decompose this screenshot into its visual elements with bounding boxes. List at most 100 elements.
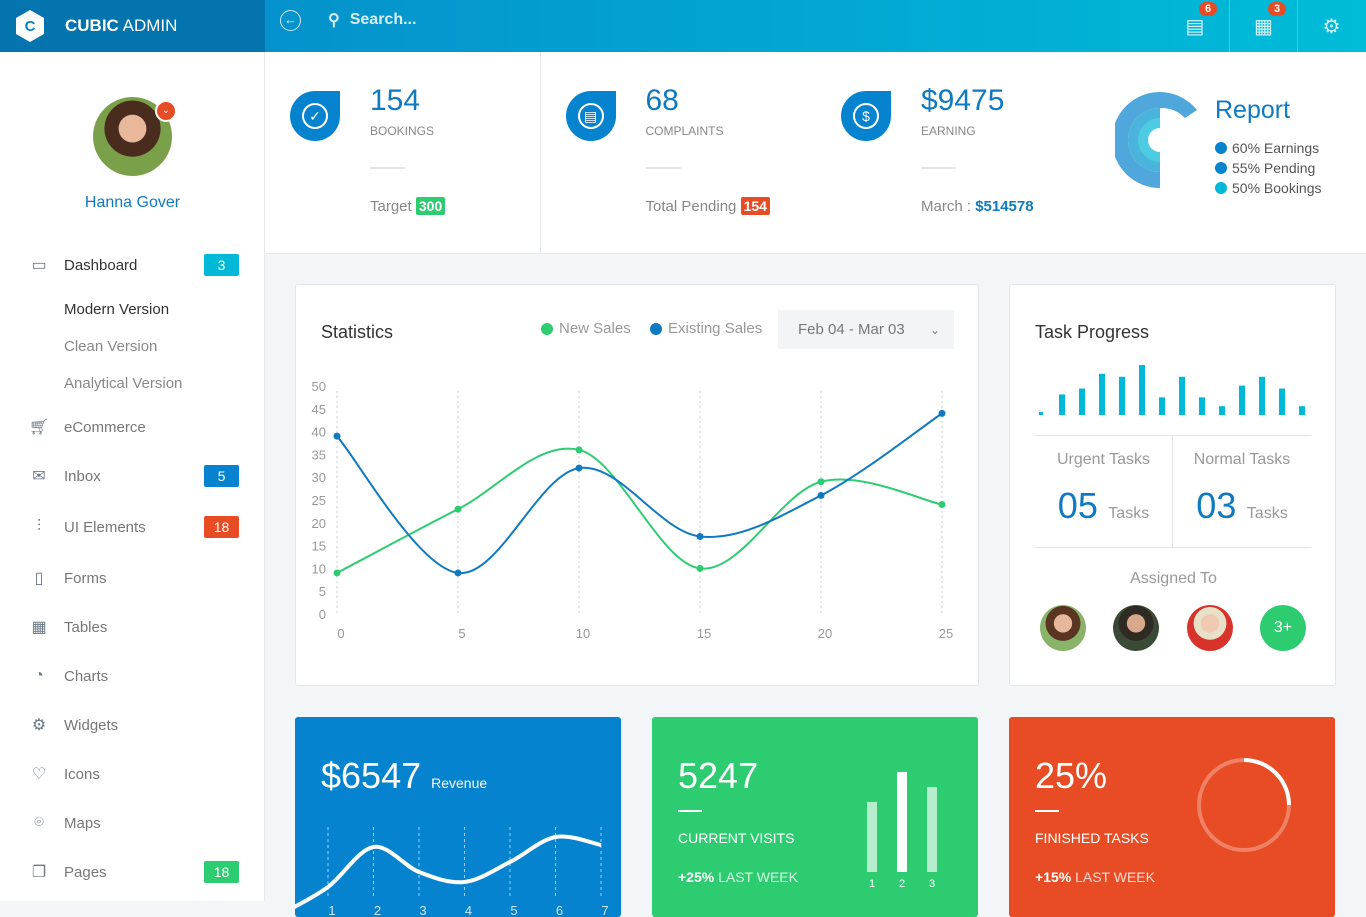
sidebar-item-label: Icons	[64, 765, 100, 783]
data-point[interactable]	[696, 532, 704, 540]
assignee-avatar[interactable]	[1113, 605, 1159, 651]
visits-value: 5247	[678, 755, 759, 796]
revenue-tile: $6547 Revenue 1 2 3 4 5 6 7	[295, 717, 621, 917]
data-point[interactable]	[333, 569, 341, 577]
y-tick-label: 15	[312, 539, 326, 554]
search-box[interactable]: ⚲ Search...	[328, 10, 416, 30]
task-bar	[1219, 406, 1225, 415]
top-bar: C CUBIC ADMIN ← ⚲ Search... ▤ 6 ▦ 3 ⚙	[0, 0, 1366, 52]
sidebar-item-forms[interactable]: ▯ Forms	[28, 563, 243, 593]
sidebar-subitem[interactable]: Analytical Version	[64, 375, 183, 392]
stat-label: BOOKINGS	[370, 124, 435, 138]
data-point[interactable]	[696, 564, 704, 572]
data-point[interactable]	[575, 446, 583, 454]
assignee-avatar[interactable]	[1040, 605, 1086, 651]
legend-label: New Sales	[559, 320, 631, 337]
normal-tasks-label: Normal Tasks	[1193, 451, 1291, 468]
legend-existing-sales[interactable]: Existing Sales	[650, 320, 762, 337]
search-input[interactable]: Search...	[349, 11, 417, 28]
sidebar: ⌄ Hanna Gover ▭ Dashboard 3 🛒︎ eCommerce ✉ Inb…	[0, 52, 265, 901]
x-tick-label: 10	[576, 626, 590, 641]
visits-caption: CURRENT VISITS	[678, 830, 795, 846]
stat-footer: March : $514578	[921, 198, 1034, 215]
data-point[interactable]	[938, 409, 946, 417]
sidebar-item-ui-elements[interactable]: ⫶ UI Elements 18	[28, 512, 243, 542]
chat-icon: ▤	[1185, 15, 1205, 38]
sidebar-item-label: Pages	[64, 863, 107, 881]
sidebar-item-dashboard[interactable]: ▭ Dashboard 3	[28, 250, 243, 280]
stat-label: COMPLAINTS	[645, 124, 724, 138]
stat-value: 154	[370, 84, 421, 117]
task-bar	[1239, 385, 1245, 415]
revenue-line	[295, 834, 602, 909]
monitor-icon: ▭	[31, 257, 47, 274]
bar-label: 2	[899, 878, 905, 890]
legend-dot	[650, 322, 662, 335]
sidebar-item-maps[interactable]: ⌾ Maps	[28, 808, 243, 838]
normal-tasks-count: 03 Tasks	[1196, 485, 1288, 526]
legend-dot	[1215, 182, 1227, 194]
user-name[interactable]: Hanna Gover	[84, 194, 181, 211]
y-tick-label: 10	[312, 561, 326, 576]
legend-new-sales[interactable]: New Sales	[541, 320, 631, 337]
chevron-down-icon[interactable]: ⌄	[155, 100, 177, 122]
form-icon: ▯	[34, 570, 44, 587]
y-tick-label: 40	[312, 425, 326, 440]
finished-tasks-donut	[1197, 758, 1291, 852]
messages-button[interactable]: ▤ 6	[1161, 0, 1229, 52]
task-bar	[1259, 376, 1265, 415]
legend-dot	[1215, 162, 1227, 174]
stat-card-earning: $ $9475 EARNING March : $514578	[816, 52, 1092, 254]
data-point[interactable]	[333, 432, 341, 440]
pie-chart-icon: ◔	[34, 667, 44, 684]
task-bar	[1039, 412, 1043, 415]
x-tick-label: 6	[556, 903, 563, 917]
brand[interactable]: C CUBIC ADMIN	[0, 0, 265, 52]
sidebar-item-pages[interactable]: ❐ Pages 18	[28, 857, 243, 887]
brand-name-bold: CUBIC	[65, 16, 119, 35]
report-legend-item: 60% Earnings	[1215, 138, 1322, 158]
revenue-line-chart: 1 2 3 4 5 6 7	[295, 827, 609, 917]
envelope-icon: ✉	[32, 468, 46, 485]
stat-value: 68	[645, 84, 679, 117]
data-point[interactable]	[575, 464, 583, 472]
data-point[interactable]	[938, 501, 946, 509]
data-point[interactable]	[454, 505, 462, 513]
report-arc-earnings	[1115, 92, 1160, 188]
sidebar-item-widgets[interactable]: ⚙ Widgets	[28, 710, 243, 740]
stat-footer: Target 300	[370, 197, 446, 215]
sidebar-item-label: Widgets	[64, 716, 119, 734]
messages-badge: 6	[1199, 2, 1218, 16]
sidebar-item-ecommerce[interactable]: 🛒︎ eCommerce	[28, 412, 243, 442]
gear-icon: ⚙	[31, 717, 47, 734]
x-tick-label: 2	[374, 903, 381, 917]
statistics-line-chart: 0 5 10 15 20 25 30 35 40 45 50 0 5 10 15 20 25	[312, 379, 954, 641]
bar-label: 1	[869, 878, 875, 890]
calendar-button[interactable]: ▦ 3	[1229, 0, 1297, 52]
assignee-avatar[interactable]	[1187, 605, 1233, 651]
y-tick-label: 30	[312, 470, 326, 485]
task-bar	[1279, 388, 1285, 415]
sidebar-subitem[interactable]: Modern Version	[64, 301, 170, 318]
sidebar-subitem[interactable]: Clean Version	[64, 338, 158, 355]
data-point[interactable]	[817, 478, 825, 486]
sidebar-item-charts[interactable]: ◔ Charts	[28, 661, 243, 691]
x-tick-label: 0	[337, 626, 344, 641]
donut-progress	[1243, 758, 1291, 806]
date-range-dropdown[interactable]: Feb 04 - Mar 03 ⌄	[778, 310, 954, 349]
x-tick-label: 20	[818, 626, 832, 641]
sidebar-badge: 18	[204, 516, 239, 538]
sidebar-badge: 3	[204, 254, 239, 276]
sidebar-item-inbox[interactable]: ✉ Inbox 5	[28, 461, 243, 491]
task-progress-title: Task Progress	[1035, 322, 1150, 342]
data-point[interactable]	[454, 569, 462, 577]
more-assignees-button[interactable]: 3+	[1260, 605, 1306, 651]
task-bar	[1199, 397, 1205, 415]
settings-button[interactable]: ⚙	[1297, 0, 1365, 52]
data-point[interactable]	[817, 491, 825, 499]
sidebar-item-icons[interactable]: ♡ Icons	[28, 759, 243, 789]
y-tick-label: 50	[312, 379, 326, 394]
back-arrow-icon[interactable]: ←	[280, 10, 301, 31]
sidebar-badge: 18	[204, 861, 239, 883]
sidebar-item-tables[interactable]: ▦ Tables	[28, 612, 243, 642]
